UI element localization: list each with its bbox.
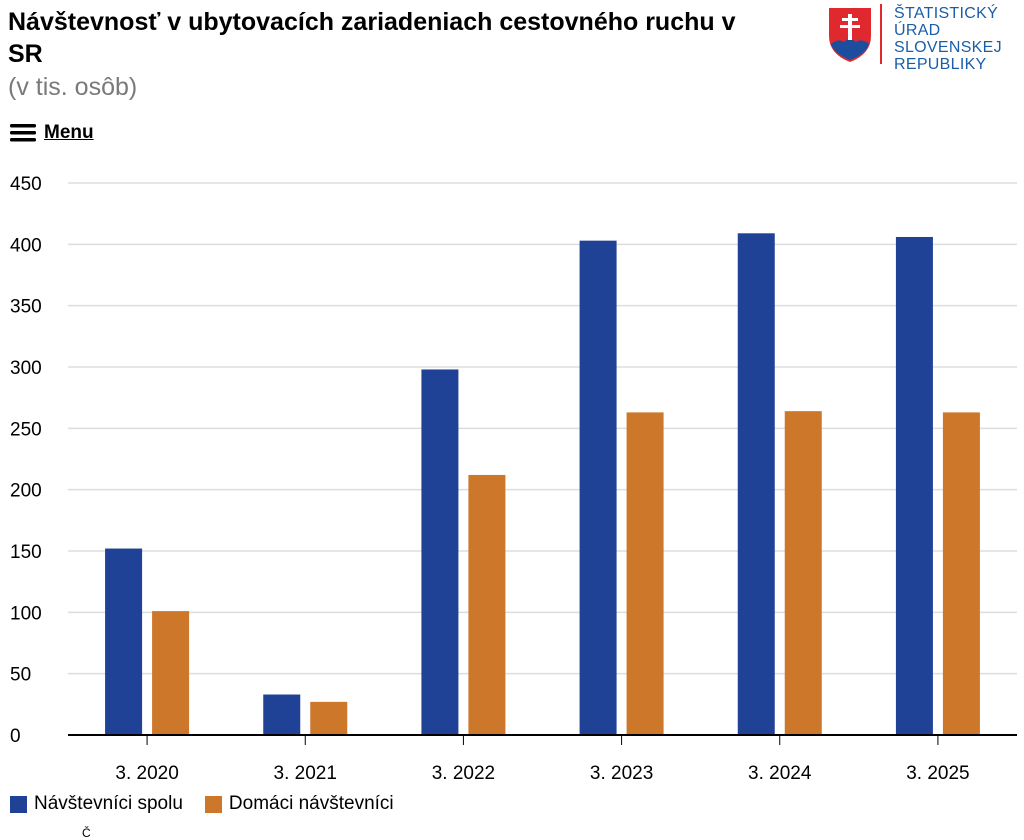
bar-domestic bbox=[468, 474, 506, 735]
legend-swatch-domestic bbox=[204, 795, 222, 813]
logo-line: REPUBLIKY bbox=[894, 56, 987, 73]
y-tick-label: 150 bbox=[10, 542, 42, 563]
x-tick-label: 3. 2025 bbox=[906, 763, 969, 784]
logo-line: SLOVENSKEJ bbox=[894, 39, 1002, 56]
slovak-shield-icon bbox=[829, 4, 882, 64]
y-tick-label: 250 bbox=[10, 419, 42, 440]
bar-domestic bbox=[152, 611, 190, 735]
bar-total bbox=[579, 240, 617, 736]
y-tick-label: 50 bbox=[10, 665, 31, 686]
menu-button[interactable]: Menu bbox=[10, 122, 94, 144]
bar-domestic bbox=[626, 412, 664, 735]
statistical-office-logo: ŠTATISTICKÝ ÚRAD SLOVENSKEJ REPUBLIKY bbox=[826, 4, 1016, 82]
x-tick-label: 3. 2021 bbox=[274, 763, 337, 784]
bar-domestic bbox=[942, 412, 980, 735]
legend-item-total[interactable]: Návštevníci spolu bbox=[10, 793, 183, 815]
legend: Návštevníci spolu Domáci návštevníci bbox=[10, 793, 416, 815]
bar-domestic bbox=[784, 411, 822, 735]
footer-text-fragment: Č bbox=[82, 826, 91, 840]
bar-total bbox=[263, 694, 301, 735]
legend-label-total: Návštevníci spolu bbox=[34, 793, 183, 814]
y-tick-label: 0 bbox=[10, 726, 21, 747]
chart-subtitle: (v tis. osôb) bbox=[8, 73, 138, 101]
logo-text: ŠTATISTICKÝ ÚRAD SLOVENSKEJ REPUBLIKY bbox=[894, 5, 1002, 73]
x-tick-label: 3. 2022 bbox=[432, 763, 495, 784]
bar-domestic bbox=[310, 701, 348, 735]
bar-total bbox=[105, 548, 143, 735]
legend-swatch-total bbox=[10, 795, 27, 813]
x-tick-label: 3. 2024 bbox=[748, 763, 812, 784]
legend-label-domestic: Domáci návštevníci bbox=[228, 793, 394, 814]
y-tick-label: 400 bbox=[10, 235, 42, 256]
bar-total bbox=[895, 236, 933, 735]
menu-label: Menu bbox=[44, 122, 94, 143]
hamburger-icon bbox=[10, 124, 36, 142]
bar-chart: 0 50 100 150 200 250 300 350 400 450 3. 2020 3. 202… bbox=[10, 174, 1017, 784]
bar-total bbox=[737, 233, 775, 735]
y-tick-label: 200 bbox=[10, 481, 42, 502]
x-tick-label: 3. 2020 bbox=[115, 763, 178, 784]
y-tick-label: 450 bbox=[10, 174, 42, 195]
y-tick-label: 350 bbox=[10, 297, 42, 318]
logo-line: ÚRAD bbox=[894, 22, 941, 39]
y-tick-label: 300 bbox=[10, 358, 42, 379]
y-tick-label: 100 bbox=[10, 603, 42, 624]
legend-item-domestic[interactable]: Domáci návštevníci bbox=[204, 793, 394, 815]
bar-total bbox=[421, 369, 459, 735]
chart-title: Návštevnosť v ubytovacích zariadeniach c… bbox=[8, 8, 736, 68]
x-tick-label: 3. 2023 bbox=[590, 763, 653, 784]
logo-line: ŠTATISTICKÝ bbox=[894, 5, 999, 22]
